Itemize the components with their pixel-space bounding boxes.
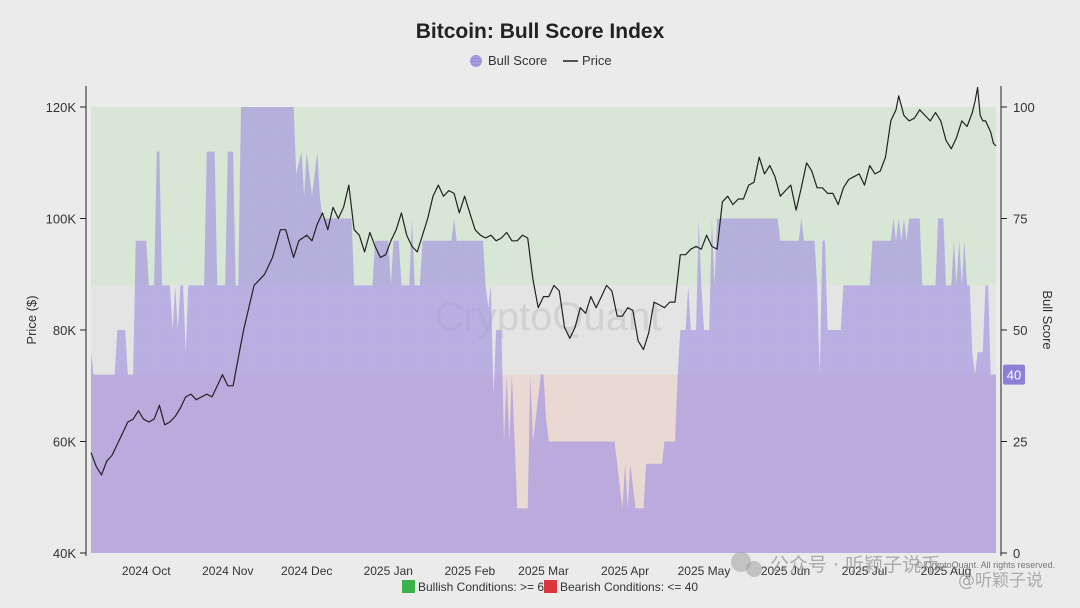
x-tick-label-7: 2025 May (678, 564, 731, 578)
x-tick-label-4: 2025 Feb (444, 564, 495, 578)
corner-handle-text: @听颖子说 (958, 571, 1043, 591)
bearish-conditions-label: Bearish Conditions: <= 40 (560, 580, 698, 594)
x-tick-label-8: 2025 Jun (761, 564, 810, 578)
wechat-icon (731, 552, 751, 572)
x-tick-label-2: 2024 Dec (281, 564, 332, 578)
x-tick-label-0: 2024 Oct (122, 564, 171, 578)
right-axis-ticks: 0 25 50 75 100 (1001, 100, 1035, 561)
legend: Bull Score Price (470, 53, 612, 68)
bullish-swatch (402, 580, 415, 593)
x-tick-label-6: 2025 Apr (601, 564, 649, 578)
bull-score-area-texture (91, 107, 996, 553)
right-tick-label-4: 100 (1013, 100, 1035, 115)
right-tick-label-2: 50 (1013, 323, 1027, 338)
right-tick-label-3: 75 (1013, 212, 1027, 227)
left-tick-label-3: 100K (46, 212, 77, 227)
x-axis-ticks: 2024 Oct 2024 Nov 2024 Dec 2025 Jan 2025 Feb… (122, 564, 971, 578)
y-axis-right-label: Bull Score (1040, 290, 1055, 349)
current-bull-score-badge: 40 (1003, 364, 1025, 385)
x-tick-label-5: 2025 Mar (518, 564, 569, 578)
left-tick-label-0: 40K (53, 546, 76, 561)
right-tick-label-1: 25 (1013, 435, 1027, 450)
wechat-account-text: 公众号 · 听颖子说币 (770, 554, 940, 576)
left-tick-label-1: 60K (53, 435, 76, 450)
copyright-note: © CryptoQuant. All rights reserved. (916, 560, 1055, 570)
x-tick-label-10: 2025 Aug (921, 564, 972, 578)
x-tick-label-3: 2025 Jan (364, 564, 413, 578)
legend-bull-score-texture (470, 55, 482, 67)
chart-title: Bitcoin: Bull Score Index (416, 20, 665, 43)
x-tick-label-1: 2024 Nov (202, 564, 253, 578)
right-tick-label-0: 0 (1013, 546, 1020, 561)
legend-price-label: Price (582, 53, 612, 68)
left-tick-label-4: 120K (46, 100, 77, 115)
legend-bull-score-label: Bull Score (488, 53, 547, 68)
left-tick-label-2: 80K (53, 323, 76, 338)
wechat-overlay: 公众号 · 听颖子说币 (731, 552, 940, 577)
x-tick-label-9: 2025 Jul (842, 564, 887, 578)
left-axis-ticks: 40K 60K 80K 100K 120K (46, 100, 86, 561)
conditions-legend: Bullish Conditions: >= 60 Bearish Condit… (402, 580, 698, 594)
bearish-swatch (544, 580, 557, 593)
y-axis-left-label: Price ($) (24, 295, 39, 344)
wechat-icon-small (746, 561, 762, 577)
current-bull-score-value: 40 (1007, 368, 1021, 383)
bullish-conditions-label: Bullish Conditions: >= 60 (418, 580, 551, 594)
price-line (90, 86, 997, 476)
